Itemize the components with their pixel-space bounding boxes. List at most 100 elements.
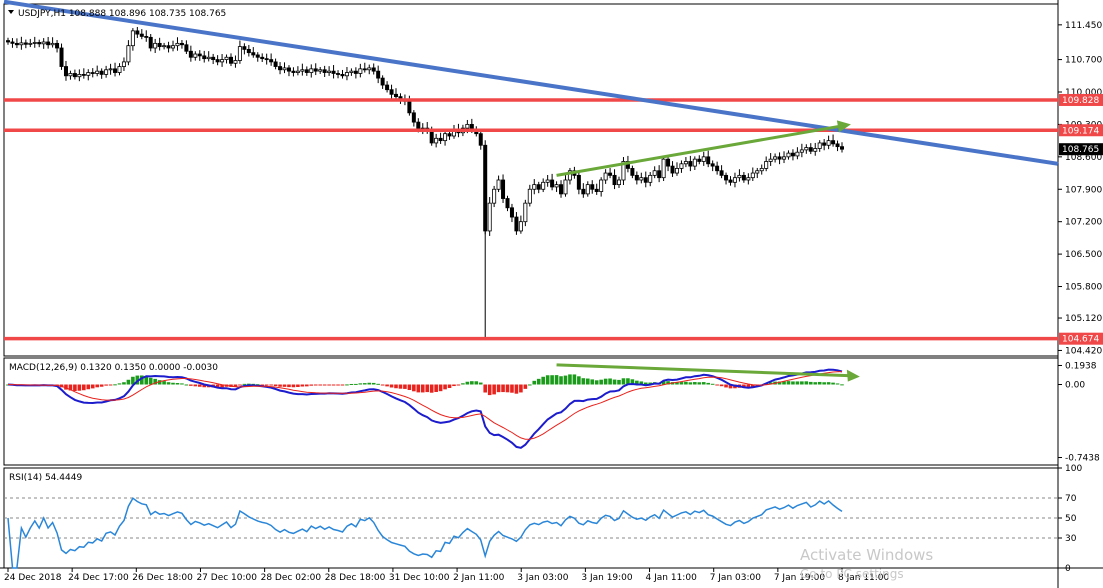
candle xyxy=(286,67,291,72)
candle xyxy=(264,58,269,61)
macd-bar xyxy=(269,384,273,386)
macd-bar xyxy=(447,384,452,388)
macd-bar xyxy=(751,384,755,387)
candle xyxy=(246,48,251,54)
macd-bar xyxy=(416,384,421,393)
candle xyxy=(773,156,778,160)
macd-bar xyxy=(318,384,322,386)
candle xyxy=(710,163,715,167)
macd-bar xyxy=(193,384,198,387)
rsi-line xyxy=(7,497,843,569)
candle xyxy=(157,42,162,48)
candle xyxy=(799,149,804,153)
macd-bar xyxy=(180,383,184,385)
macd-bar xyxy=(505,384,510,393)
macd-bar xyxy=(608,378,612,385)
candle xyxy=(291,70,296,73)
macd-bar xyxy=(376,383,380,385)
candle xyxy=(72,73,77,78)
candle xyxy=(41,41,46,45)
macd-bar xyxy=(786,381,791,385)
candle xyxy=(171,45,176,49)
candle xyxy=(228,56,233,64)
candle xyxy=(77,74,82,78)
macd-bar xyxy=(715,384,719,386)
macd-bar xyxy=(126,379,131,385)
candle xyxy=(117,66,122,73)
candle xyxy=(536,184,541,190)
macd-bar xyxy=(697,382,702,385)
candle xyxy=(808,147,813,152)
candle xyxy=(639,177,644,181)
time-tick-label: 3 Jan 03:00 xyxy=(517,573,569,583)
candle xyxy=(496,179,501,190)
time-tick-label: 28 Dec 02:00 xyxy=(261,573,322,583)
macd-bar xyxy=(349,383,354,385)
macd-bar xyxy=(643,382,648,385)
macd-bar xyxy=(420,384,425,393)
macd-bar xyxy=(639,381,644,385)
candle xyxy=(255,54,260,58)
candle xyxy=(202,55,207,60)
macd-bar xyxy=(804,381,809,385)
candle xyxy=(269,59,274,63)
candle xyxy=(197,53,202,57)
macd-bar xyxy=(305,384,309,387)
macd-bar xyxy=(719,384,724,387)
macd-divergence-arrowhead xyxy=(846,369,860,382)
price-tick-label: 108.600 xyxy=(1065,153,1102,163)
macd-bar xyxy=(465,381,470,385)
macd-bar xyxy=(590,379,595,385)
candle xyxy=(28,42,33,45)
macd-bar xyxy=(260,384,265,386)
time-tick-label: 26 Dec 18:00 xyxy=(132,573,193,583)
level-price-tag-label: 104.674 xyxy=(1062,335,1099,345)
time-tick-label: 2 Jan 11:00 xyxy=(453,573,505,583)
macd-bar xyxy=(572,374,577,385)
macd-bar xyxy=(175,383,180,385)
macd-bar xyxy=(800,381,804,385)
macd-bar xyxy=(117,383,122,385)
macd-bar xyxy=(90,384,95,389)
macd-bar xyxy=(456,384,461,386)
macd-bar xyxy=(362,383,367,385)
candle xyxy=(465,124,470,129)
candle xyxy=(104,69,109,75)
macd-bar xyxy=(184,384,189,386)
macd-bar xyxy=(813,382,818,385)
macd-bar xyxy=(501,384,505,393)
candle xyxy=(211,56,216,60)
macd-bar xyxy=(621,378,626,385)
candle xyxy=(139,33,144,37)
candle xyxy=(679,163,684,169)
candle xyxy=(661,158,666,179)
candle xyxy=(813,148,818,152)
candle xyxy=(278,66,283,71)
menu-triangle-icon xyxy=(8,10,14,14)
candle xyxy=(380,77,385,86)
candle xyxy=(706,156,711,165)
price-tick-label: 105.800 xyxy=(1065,283,1102,293)
macd-bar xyxy=(768,382,773,385)
macd-bar xyxy=(461,383,465,385)
macd-bar xyxy=(358,383,363,385)
macd-bar xyxy=(679,382,684,385)
candle xyxy=(99,70,104,75)
candle xyxy=(14,42,19,46)
candle xyxy=(224,56,229,60)
candle xyxy=(300,69,305,72)
time-tick-label: 7 Jan 03:00 xyxy=(710,573,762,583)
price-tick-label: 107.200 xyxy=(1065,218,1102,228)
macd-bar xyxy=(835,383,840,385)
candle xyxy=(344,72,349,77)
last-price-tag xyxy=(1059,143,1103,156)
candle xyxy=(318,69,323,72)
rsi-label: RSI(14) 54.4449 xyxy=(9,473,82,483)
candle xyxy=(621,161,626,181)
macd-bar xyxy=(144,375,149,385)
macd-bar xyxy=(630,379,635,385)
macd-bar xyxy=(648,382,653,385)
candle xyxy=(336,73,341,75)
macd-bar xyxy=(742,384,746,388)
